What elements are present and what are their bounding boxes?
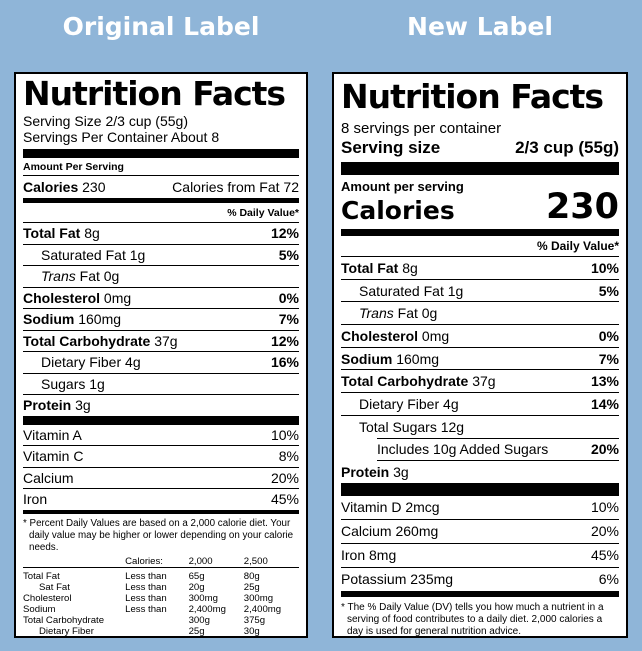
footnote: * Percent Daily Values are based on a 2,… (23, 517, 294, 553)
nutrient-row: Protein 3g (341, 464, 409, 481)
heading-original: Original Label (62, 12, 260, 41)
vitamin-row: Vitamin D 2mcg 10% (341, 496, 619, 520)
medium-divider (23, 198, 299, 203)
serving-size-row: Serving size 2/3 cup (55g) (341, 138, 619, 158)
heading-new: New Label (407, 12, 553, 41)
nutrient-row: Includes 10g Added Sugars 20% (377, 437, 619, 462)
vitamin-row: Potassium 235mg 6% (341, 571, 619, 588)
footnote-table: Calories: 2,000 2,500 Total Fat Less than… (23, 556, 299, 636)
vitamin-row: Calcium 20% (23, 468, 299, 489)
thick-divider (341, 482, 619, 496)
daily-value-header: % Daily Value* (341, 236, 619, 257)
nutrient-row: Saturated Fat 1g 5% (23, 245, 299, 266)
new-label: Nutrition Facts 8 servings per container… (332, 72, 628, 638)
calories-row: Calories 230 Calories from Fat 72 (23, 176, 299, 198)
medium-divider (23, 509, 299, 514)
serving-size: Serving Size 2/3 cup (55g) (23, 113, 188, 129)
calories-value: 230 (82, 179, 106, 195)
nutrient-row: Sodium 160mg 7% (23, 309, 299, 331)
daily-value-header: % Daily Value* (23, 203, 299, 223)
nutrient-row: Protein 3g (23, 397, 91, 414)
nutrient-row: Total Fat 8g 10% (341, 257, 619, 280)
thick-divider (341, 162, 619, 175)
vitamin-row: Vitamin C 8% (23, 446, 299, 468)
serving-size-label: Serving size (341, 138, 441, 157)
vitamin-row: Iron 8mg 45% (341, 544, 619, 568)
nutrient-row: Total Fat 8g 12% (23, 223, 299, 245)
nutrient-row: Saturated Fat 1g 5% (341, 280, 619, 303)
nutrient-row: Total Carbohydrate 37g 13% (341, 370, 619, 394)
nutrient-row: Total Carbohydrate 37g 12% (23, 331, 299, 352)
calories-value: 230 (545, 187, 619, 227)
servings-per-container: 8 servings per container (341, 120, 502, 137)
calories-label: Calories (23, 179, 79, 195)
amount-per-serving: Amount per serving (341, 179, 464, 194)
nutrient-row: Trans Fat 0g (341, 302, 619, 326)
amount-per-serving: Amount Per Serving (23, 158, 299, 176)
medium-divider (341, 590, 619, 597)
nutrient-row: Total Sugars 12g (359, 418, 465, 435)
nutrient-row: Cholesterol 0mg 0% (341, 325, 619, 348)
thick-divider (23, 415, 299, 425)
vitamin-row: Calcium 260mg 20% (341, 520, 619, 544)
nutrient-row: Trans Fat 0g (23, 266, 299, 288)
original-label: Nutrition Facts Serving Size 2/3 cup (55… (14, 72, 308, 638)
calories-row: Calories 230 (341, 188, 619, 226)
serving-size-value: 2/3 cup (55g) (515, 138, 619, 157)
vitamin-row: Vitamin A 10% (23, 425, 299, 446)
label-title: Nutrition Facts (341, 77, 604, 116)
calories-label: Calories (341, 196, 455, 225)
medium-divider (341, 229, 619, 236)
label-title: Nutrition Facts (23, 74, 286, 113)
nutrient-row: Sugars 1g (23, 374, 299, 395)
nutrient-row: Sodium 160mg 7% (341, 348, 619, 371)
footnote: * The % Daily Value (DV) tells you how m… (341, 601, 604, 637)
calories-from-fat: Calories from Fat 72 (172, 179, 299, 195)
nutrient-row: Cholesterol 0mg 0% (23, 288, 299, 309)
nutrient-row: Dietary Fiber 4g 14% (341, 393, 619, 416)
servings-per-container: Servings Per Container About 8 (23, 129, 220, 145)
nutrient-row: Dietary Fiber 4g 16% (23, 352, 299, 374)
vitamin-row: Iron 45% (23, 491, 299, 508)
thick-divider (23, 149, 299, 158)
